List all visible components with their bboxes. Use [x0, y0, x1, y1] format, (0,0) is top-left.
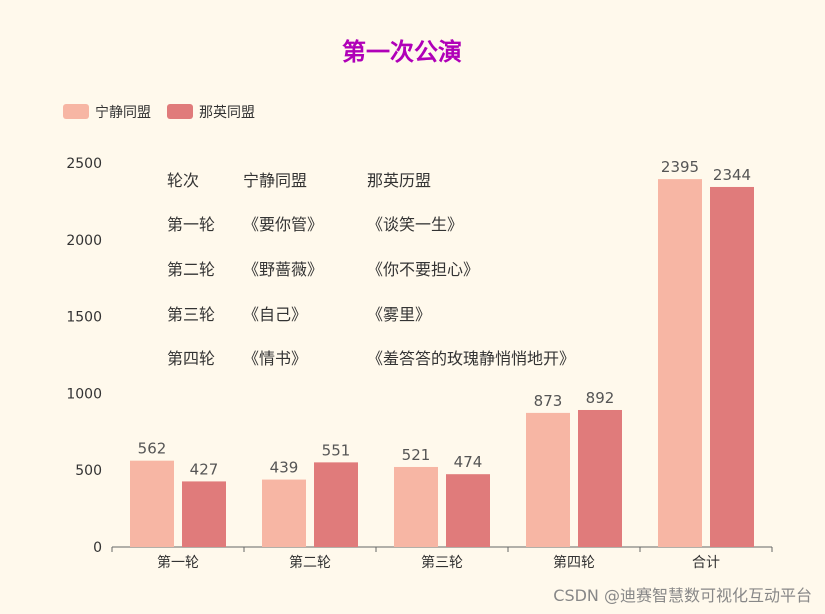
annotation-cell: 《要你管》: [243, 215, 323, 234]
legend-label-2[interactable]: 那英同盟: [199, 104, 255, 121]
bar-2-5[interactable]: [710, 186, 754, 547]
y-tick-label: 2500: [66, 156, 102, 172]
annotation-cell: 《你不要担心》: [367, 260, 479, 279]
x-tick-label: 第二轮: [289, 554, 331, 571]
annotation-cell: 第二轮: [167, 260, 215, 279]
value-label: 873: [534, 392, 563, 410]
annotation-cell: 《谈笑一生》: [367, 215, 463, 234]
annotation-cell: 第一轮: [167, 215, 215, 234]
y-tick-label: 1000: [66, 386, 102, 402]
value-label: 2395: [661, 158, 699, 176]
y-tick-label: 1500: [66, 310, 102, 326]
y-axis: 0 500 1000 1500 2000 2500: [66, 156, 102, 556]
bars: [130, 179, 754, 548]
bar-1-3[interactable]: [394, 466, 438, 547]
value-label: 474: [454, 453, 483, 471]
bar-1-4[interactable]: [526, 412, 570, 547]
x-axis: 第一轮 第二轮 第三轮 第四轮 合计: [111, 546, 773, 571]
bar-2-1[interactable]: [182, 481, 226, 547]
x-tick-label: 合计: [692, 555, 720, 571]
bar-1-1[interactable]: [130, 460, 174, 547]
legend-label-1[interactable]: 宁静同盟: [95, 104, 151, 121]
value-label: 439: [270, 459, 299, 477]
value-label: 562: [138, 440, 167, 458]
annotation-cell: 《羞答答的玫瑰静悄悄地开》: [367, 349, 575, 368]
x-tick-label: 第一轮: [157, 554, 199, 571]
legend-swatch-1[interactable]: [63, 104, 89, 119]
x-tick-label: 第四轮: [553, 554, 595, 571]
bar-1-5[interactable]: [658, 179, 702, 548]
watermark: CSDN @迪赛智慧数可视化互动平台: [553, 586, 812, 605]
annotation-cell: 那英历盟: [367, 171, 431, 190]
value-label: 892: [586, 389, 615, 407]
annotation-cell: 第三轮: [167, 305, 215, 324]
value-label: 521: [402, 446, 431, 464]
annotation-cell: 《情书》: [243, 349, 307, 368]
y-tick-label: 0: [93, 540, 102, 556]
legend[interactable]: 宁静同盟 那英同盟: [63, 104, 255, 121]
bar-2-2[interactable]: [314, 462, 358, 547]
bar-2-4[interactable]: [578, 409, 622, 547]
value-label: 427: [190, 460, 219, 478]
annotation-cell: 宁静同盟: [243, 171, 307, 190]
value-label: 551: [322, 441, 351, 459]
annotation-cell: 《雾里》: [367, 305, 431, 324]
legend-swatch-2[interactable]: [167, 104, 193, 119]
x-tick-label: 第三轮: [421, 554, 463, 571]
bar-1-2[interactable]: [262, 479, 306, 547]
annotation-cell: 《自己》: [243, 305, 307, 324]
annotation-cell: 第四轮: [167, 349, 215, 368]
y-tick-label: 2000: [66, 233, 102, 249]
y-tick-label: 500: [75, 463, 102, 479]
value-labels: 562 427 439 551 521 474 873 892 2395 2344: [138, 158, 751, 478]
annotation-cell: 《野蔷薇》: [243, 260, 323, 279]
chart-title: 第一次公演: [342, 38, 462, 66]
value-label: 2344: [713, 166, 751, 184]
annotation-cell: 轮次: [167, 171, 199, 190]
bar-2-3[interactable]: [446, 474, 490, 547]
